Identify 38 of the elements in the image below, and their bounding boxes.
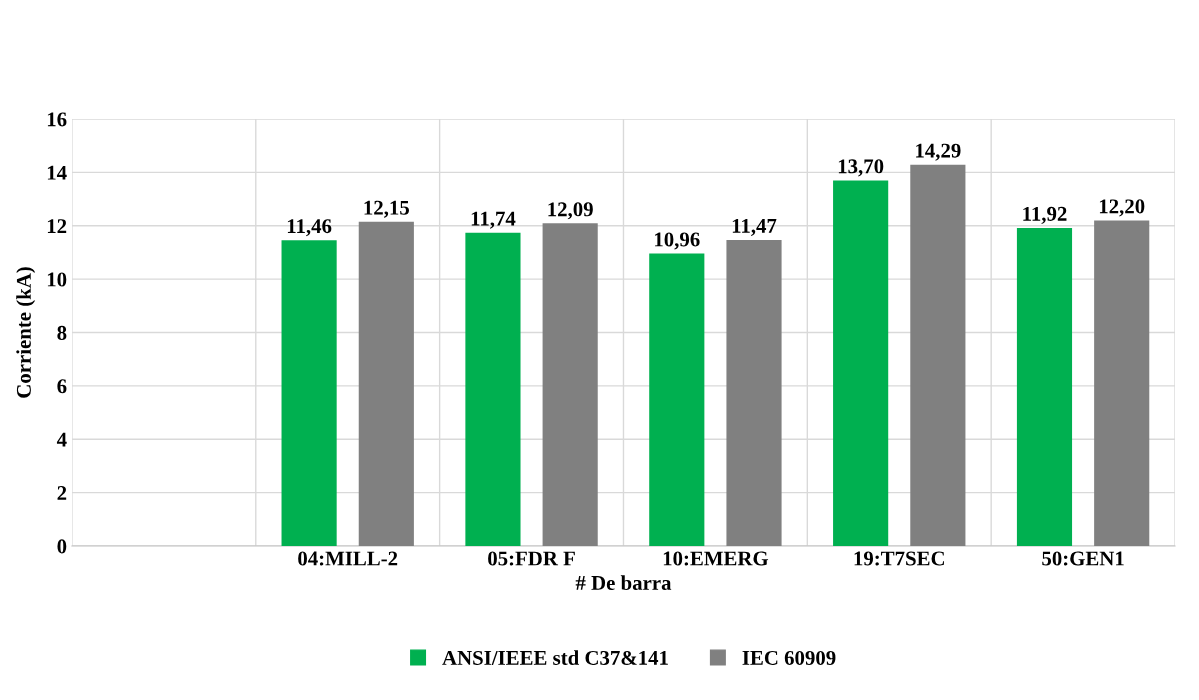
y-tick-label: 8 <box>57 325 67 340</box>
x-tick-label: 10:EMERG <box>663 551 769 566</box>
data-label: 14,29 <box>916 143 961 161</box>
data-label: 10,96 <box>655 232 700 250</box>
y-tick-label: 16 <box>47 112 67 127</box>
y-tick-label: 4 <box>56 432 67 447</box>
data-label: 11,47 <box>732 218 777 236</box>
x-tick-label: 05:FDR F <box>488 551 575 566</box>
y-tick-label: 2 <box>57 486 67 500</box>
data-label: 11,92 <box>1023 206 1067 224</box>
x-tick-label: 50:GEN1 <box>1042 551 1124 566</box>
y-tick-label: 10 <box>47 272 67 287</box>
bar <box>1016 227 1073 546</box>
data-label: 12,20 <box>1099 199 1145 217</box>
bar <box>465 232 521 546</box>
y-tick-label: 0 <box>57 539 67 554</box>
data-label: 12,15 <box>364 200 409 218</box>
y-tick-label: 12 <box>47 219 67 233</box>
x-tick-label: 19:T7SEC <box>854 551 944 566</box>
bar <box>1094 220 1150 546</box>
bar <box>833 180 889 546</box>
y-tick-label: 14 <box>47 165 67 180</box>
bar <box>281 240 337 546</box>
legend-label: IEC 60909 <box>742 650 836 665</box>
x-axis-title: # De barra <box>575 575 672 590</box>
bar <box>358 221 414 546</box>
bar <box>542 223 598 546</box>
bar <box>649 253 705 546</box>
bar <box>726 239 782 546</box>
y-tick-label: 6 <box>57 379 67 394</box>
data-label: 12,09 <box>548 202 593 220</box>
data-label: 11,74 <box>471 211 516 229</box>
legend-label: ANSI/IEEE std C37&141 <box>442 650 668 665</box>
y-axis-title: Corriente (kA) <box>16 267 36 398</box>
bar <box>910 164 966 546</box>
x-tick-label: 04:MILL-2 <box>298 551 398 566</box>
data-label: 11,46 <box>287 219 332 237</box>
data-label: 13,70 <box>838 159 884 177</box>
